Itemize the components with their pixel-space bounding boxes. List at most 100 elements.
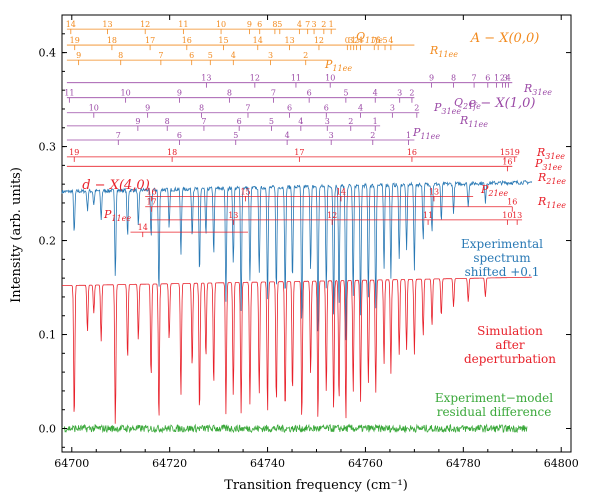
branch-name: R31ee [536,146,565,161]
branch-name: P11ee [324,58,352,73]
branch-tick-label: 3 [329,131,334,140]
branch-tick-label: 5 [277,20,282,29]
branch-name: P21ee [480,183,508,198]
branch-tick-label: 1 [329,20,334,29]
branch-tick-label: 8 [199,104,204,113]
branch-tick-label: 6 [257,20,262,29]
series-line-2 [61,423,528,434]
branch-tick-label: 4 [373,89,378,98]
branch-tick-label: 14 [138,223,148,232]
series-label-line: spectrum [473,251,531,265]
branch-tick-label: 16 [407,148,417,157]
branch-tick-label: 9 [135,117,140,126]
branch-tick-label: 11 [64,89,74,98]
y-tick-label: 0.3 [39,141,57,154]
branch-tick-label: 15 [500,148,510,157]
branch-tick-label: 9 [177,89,182,98]
band-label: e − X(1,0) [469,96,536,111]
series-label-line: after [495,338,525,352]
y-tick-label: 0.1 [39,329,57,342]
branch-tick-label: 3 [348,36,353,45]
branch-tick-label: 12 [327,211,337,220]
x-tick-label: 64760 [348,457,383,470]
branch-tick-label: 9 [145,104,150,113]
branch-tick-label: 18 [167,148,177,157]
branch-name: Q21fe [454,96,481,111]
branch-tick-label: 3 [503,74,508,83]
branch-tick-label: 14 [253,36,263,45]
branch-tick-label: 7 [116,131,121,140]
branch-tick-label: 10 [325,74,335,83]
branch-tick-label: 2 [500,74,505,83]
branch-tick-label: 6 [237,117,242,126]
series-line-1 [61,276,532,424]
band-label: A − X(0,0) [470,31,540,46]
branch-tick-label: 19 [510,148,520,157]
branch-tick-label: 13 [512,211,522,220]
branch-name: P31ee [433,101,461,116]
branch-tick-label: 6 [307,89,312,98]
branch-tick-label: 10 [121,89,131,98]
branch-tick-label: 2 [321,20,326,29]
branch-tick-label: 3 [390,104,395,113]
x-tick-label: 64800 [544,457,579,470]
branch-tick-label: 16 [182,36,192,45]
series-label-line: Simulation [477,324,543,338]
branch-tick-label: 13 [284,36,294,45]
series-label-line: shifted +0.1 [465,265,540,279]
branch-tick-label: 13 [201,74,211,83]
branch-tick-label: 10 [89,104,99,113]
branch-tick-label: 19 [70,36,80,45]
branch-tick-label: 12 [140,20,150,29]
branch-tick-label: 4 [231,51,236,60]
series-line-0 [61,179,533,341]
series-layer [61,179,533,434]
branch-tick-label: 3 [312,20,317,29]
branch-tick-label: 9 [429,74,434,83]
branch-tick-label: 19 [69,148,79,157]
branch-tick-label: 17 [294,148,304,157]
branch-tick-label: 4 [358,36,363,45]
branch-tick-label: 8 [227,89,232,98]
branch-tick-label: 16 [146,187,156,196]
branch-name: Q11fe [356,30,383,45]
branch-tick-label: 3 [325,117,330,126]
branch-tick-label: 6 [324,104,329,113]
branch-tick-label: 7 [201,117,206,126]
branch-name: R11ee [459,114,488,129]
branch-tick-label: 16 [502,157,512,166]
tick-layer: 64700 64720 64740 64760 64780 648000.00.10.20… [39,15,579,470]
branch-tick-label: 15 [240,187,250,196]
branch-tick-label: 8 [272,20,277,29]
branch-name: R11ee [537,195,566,210]
branch-tick-label: 4 [358,104,363,113]
branch-tick-label: 17 [145,36,155,45]
branch-tick-label: 2 [348,117,353,126]
branch-tick-label: 6 [189,51,194,60]
branch-tick-label: 8 [165,117,170,126]
branch-tick-label: 13 [429,187,439,196]
branch-tick-label: 1 [406,131,411,140]
branch-tick-label: 14 [336,187,346,196]
series-label-line: residual difference [437,405,552,419]
y-tick-label: 0.2 [39,235,57,248]
branch-tick-label: 6 [485,74,490,83]
branch-tick-label: 5 [269,117,274,126]
branch-tick-label: 12 [250,74,260,83]
x-axis-label: Transition frequency (cm⁻¹) [224,478,408,493]
branch-name: P11ee [103,208,131,223]
branch-name: P31ee [534,157,562,172]
band-label: d − X(4,0) [82,178,150,193]
branch-tick-label: 7 [472,74,477,83]
branch-tick-label: 4 [506,74,511,83]
branch-tick-label: 2 [370,131,375,140]
branch-tick-label: 11 [423,211,433,220]
branch-tick-label: 11 [178,20,188,29]
branch-tick-label: 13 [102,20,112,29]
branch-tick-label: 1 [351,36,356,45]
branch-tick-label: 3 [268,51,273,60]
branch-name: R31ee [523,82,552,97]
